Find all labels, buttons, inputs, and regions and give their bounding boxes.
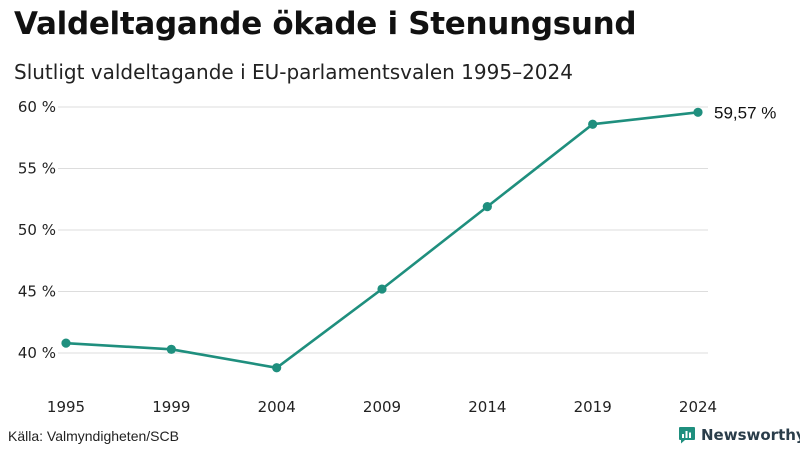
x-tick-label: 1999	[152, 398, 190, 416]
x-tick-label: 2014	[468, 398, 506, 416]
data-point	[377, 284, 387, 294]
grid-layer	[58, 106, 708, 354]
x-tick-label: 2004	[258, 398, 296, 416]
y-tick-label: 45 %	[18, 283, 56, 301]
page-title: Valdeltagande ökade i Stenungsund	[14, 6, 637, 42]
x-tick-label: 2019	[574, 398, 612, 416]
page-subtitle: Slutligt valdeltagande i EU-parlamentsva…	[14, 60, 573, 84]
end-value-label: 59,57 %	[714, 103, 776, 122]
data-point	[272, 363, 282, 373]
y-tick-label: 40 %	[18, 344, 56, 362]
y-tick-label: 50 %	[18, 221, 56, 239]
points-layer	[61, 107, 703, 373]
data-point	[61, 338, 71, 348]
data-point	[482, 202, 492, 212]
brand-name: Newsworthy	[701, 426, 800, 444]
series-layer	[64, 111, 700, 370]
y-tick-label: 55 %	[18, 160, 56, 178]
brand-logo: Newsworthy	[678, 426, 800, 444]
bar-chart-speech-icon	[679, 427, 695, 444]
y-axis-ticks: 40 % 45 % 50 % 55 % 60 %	[18, 98, 56, 362]
x-tick-label: 1995	[47, 398, 85, 416]
data-point	[166, 344, 176, 354]
x-tick-label: 2009	[363, 398, 401, 416]
label-layer: 59,57 %	[714, 103, 776, 122]
source-note: Källa: Valmyndigheten/SCB	[8, 428, 179, 444]
y-tick-label: 60 %	[18, 98, 56, 116]
x-tick-label: 2024	[679, 398, 717, 416]
x-axis-ticks: 1995 1999 2004 2009 2014 2019 2024	[47, 398, 717, 416]
data-point	[693, 107, 703, 117]
data-point	[588, 119, 598, 129]
series-line	[64, 111, 700, 370]
